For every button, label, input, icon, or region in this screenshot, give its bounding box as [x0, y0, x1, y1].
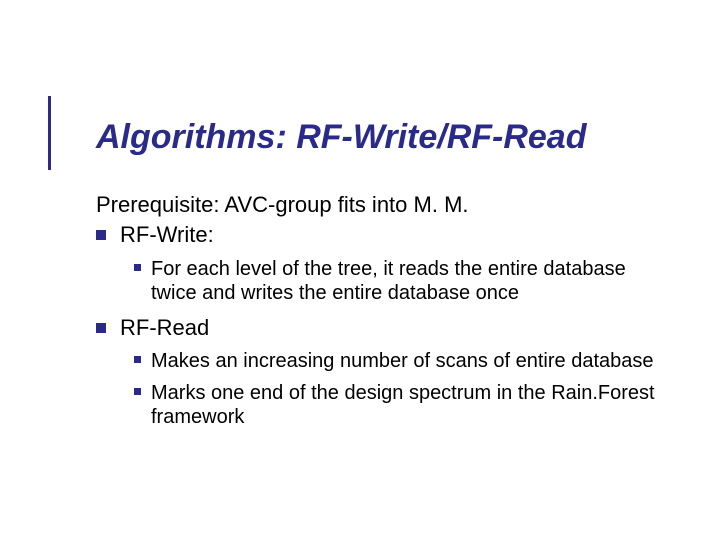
- sub-bullet-item: For each level of the tree, it reads the…: [134, 257, 660, 305]
- sub-bullet-item: Makes an increasing number of scans of e…: [134, 349, 660, 373]
- sub-bullet-text: Makes an increasing number of scans of e…: [151, 349, 660, 373]
- bullet-item-rf-read: RF-Read: [96, 315, 660, 341]
- square-bullet-icon: [96, 323, 106, 333]
- square-bullet-icon: [134, 356, 141, 363]
- square-bullet-icon: [96, 230, 106, 240]
- sub-bullet-text: For each level of the tree, it reads the…: [151, 257, 660, 305]
- slide-title: Algorithms: RF-Write/RF-Read: [96, 118, 586, 157]
- sub-bullet-text: Marks one end of the design spectrum in …: [151, 381, 660, 429]
- prerequisite-text: Prerequisite: AVC-group fits into M. M.: [96, 192, 660, 218]
- slide: Algorithms: RF-Write/RF-Read Prerequisit…: [0, 0, 720, 540]
- bullet-item-rf-write: RF-Write:: [96, 222, 660, 248]
- square-bullet-icon: [134, 388, 141, 395]
- accent-bar: [48, 96, 51, 170]
- square-bullet-icon: [134, 264, 141, 271]
- bullet-label: RF-Read: [120, 315, 660, 341]
- slide-content: Prerequisite: AVC-group fits into M. M. …: [96, 192, 660, 429]
- sub-bullet-item: Marks one end of the design spectrum in …: [134, 381, 660, 429]
- bullet-label: RF-Write:: [120, 222, 660, 248]
